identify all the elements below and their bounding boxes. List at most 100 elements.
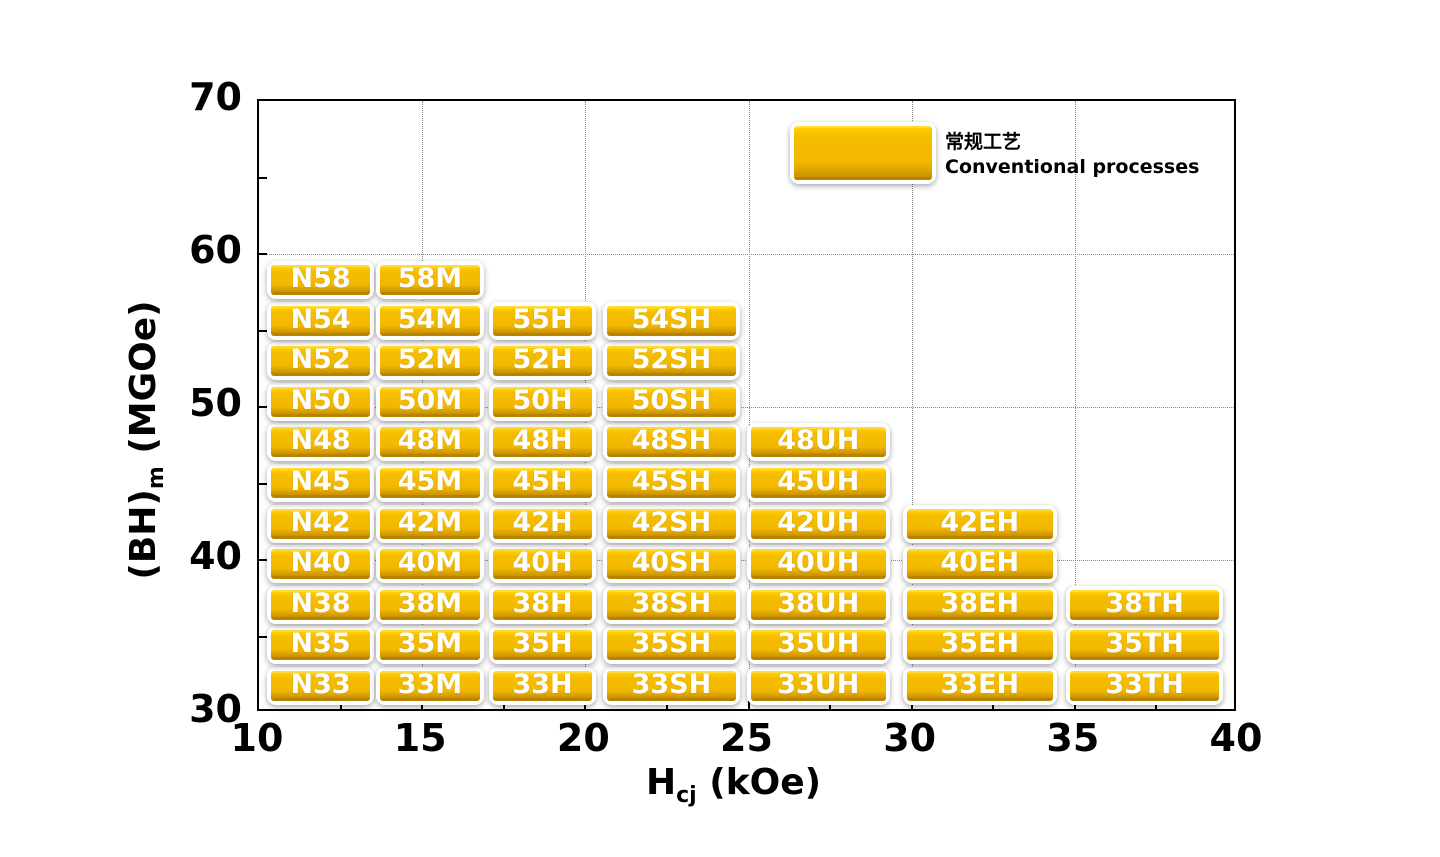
grade-box-42UH: 42UH <box>746 504 891 543</box>
grade-box-38SH: 38SH <box>602 585 740 624</box>
x-tick <box>665 701 668 709</box>
grade-box-52H: 52H <box>488 342 597 381</box>
grade-label: 40M <box>380 549 480 580</box>
x-tick <box>584 701 587 709</box>
grade-box-42H: 42H <box>488 504 597 543</box>
grade-box-40UH: 40UH <box>746 545 891 584</box>
grade-label: 48M <box>380 427 480 458</box>
grade-label: 45M <box>380 468 480 498</box>
grade-box-40SH: 40SH <box>602 545 740 584</box>
legend-label-cn: 常规工艺 <box>945 131 1022 153</box>
grade-label: 35SH <box>606 630 736 661</box>
x-tick-label: 40 <box>1209 716 1263 760</box>
grade-box-45UH: 45UH <box>746 464 891 502</box>
grade-box-35EH: 35EH <box>903 626 1057 665</box>
grade-box-58M: 58M <box>376 261 484 299</box>
grade-box-55H: 55H <box>488 301 597 340</box>
grade-label: 55H <box>492 305 593 336</box>
legend-swatch <box>790 122 936 184</box>
grade-label: N45 <box>270 468 371 498</box>
grade-label: 50H <box>492 386 593 417</box>
grade-label: 35UH <box>750 630 887 661</box>
grade-label: 35TH <box>1070 630 1219 661</box>
y-tick <box>259 406 267 408</box>
grade-box-N35: N35 <box>266 626 375 665</box>
grade-label: 45SH <box>606 468 736 498</box>
y-tick-label: 70 <box>189 75 242 119</box>
grade-label: 42M <box>380 508 480 539</box>
grade-label: 58M <box>380 265 480 295</box>
grade-label: 38M <box>380 589 480 620</box>
y-tick <box>259 482 267 485</box>
grade-box-40M: 40M <box>376 545 484 584</box>
y-tick-label: 30 <box>189 687 242 731</box>
grade-label: N40 <box>270 549 371 580</box>
x-gridline <box>911 101 913 709</box>
grade-label: 48UH <box>750 427 887 458</box>
grade-label: 33H <box>492 671 593 701</box>
grade-box-45M: 45M <box>376 464 484 502</box>
x-tick-label: 10 <box>230 716 284 760</box>
grade-label: 42EH <box>907 508 1053 539</box>
grade-box-35TH: 35TH <box>1066 626 1223 665</box>
grade-box-50SH: 50SH <box>602 382 740 421</box>
grade-box-N38: N38 <box>266 585 375 624</box>
grade-label: N58 <box>270 265 371 295</box>
x-tick <box>1073 701 1076 709</box>
x-tick <box>829 701 832 709</box>
grade-box-50H: 50H <box>488 382 597 421</box>
grade-label: 38EH <box>907 589 1053 620</box>
grade-label: 35M <box>380 630 480 661</box>
y-gridline <box>259 407 1234 408</box>
y-axis-label: (BH)m (MGOe) <box>122 300 170 580</box>
grade-box-40H: 40H <box>488 545 597 584</box>
grade-box-52M: 52M <box>376 342 484 381</box>
grade-box-33SH: 33SH <box>602 667 740 705</box>
grade-box-48SH: 48SH <box>602 423 740 462</box>
x-tick <box>992 701 995 709</box>
y-tick <box>259 635 267 638</box>
grade-label: 50SH <box>606 386 736 417</box>
y-tick <box>259 253 267 255</box>
grade-label: 38TH <box>1070 589 1219 620</box>
grade-box-N58: N58 <box>266 261 375 299</box>
grade-label: 54SH <box>606 305 736 336</box>
x-gridline <box>1074 101 1076 709</box>
grade-box-45SH: 45SH <box>602 464 740 502</box>
y-tick-label: 60 <box>189 228 242 272</box>
grade-label: 52H <box>492 346 593 377</box>
grade-box-48UH: 48UH <box>746 423 891 462</box>
grade-box-N52: N52 <box>266 342 375 381</box>
grade-box-50M: 50M <box>376 382 484 421</box>
grade-label: 35H <box>492 630 593 661</box>
grade-box-35SH: 35SH <box>602 626 740 665</box>
grade-label: 38H <box>492 589 593 620</box>
grade-label: 42SH <box>606 508 736 539</box>
grade-label: 52M <box>380 346 480 377</box>
grade-box-N48: N48 <box>266 423 375 462</box>
legend-label-en: Conventional processes <box>945 156 1200 178</box>
y-tick-label: 50 <box>189 381 242 425</box>
grade-box-42EH: 42EH <box>903 504 1057 543</box>
grade-label: N50 <box>270 386 371 417</box>
grade-label: 45H <box>492 468 593 498</box>
x-tick <box>910 701 913 709</box>
grade-label: 40EH <box>907 549 1053 580</box>
grade-label: N35 <box>270 630 371 661</box>
grade-box-33UH: 33UH <box>746 667 891 705</box>
grade-label: 33EH <box>907 671 1053 701</box>
grade-label: 42UH <box>750 508 887 539</box>
x-tick <box>339 701 342 709</box>
grade-box-38H: 38H <box>488 585 597 624</box>
grade-box-48M: 48M <box>376 423 484 462</box>
grade-label: 54M <box>380 305 480 336</box>
x-tick-label: 15 <box>393 716 447 760</box>
grade-box-38EH: 38EH <box>903 585 1057 624</box>
x-tick-label: 25 <box>720 716 773 760</box>
grade-label: N52 <box>270 346 371 377</box>
grade-label: 48H <box>492 427 593 458</box>
y-tick <box>259 559 267 561</box>
grade-label: 33M <box>380 671 480 701</box>
grade-box-42M: 42M <box>376 504 484 543</box>
grade-label: 42H <box>492 508 593 539</box>
